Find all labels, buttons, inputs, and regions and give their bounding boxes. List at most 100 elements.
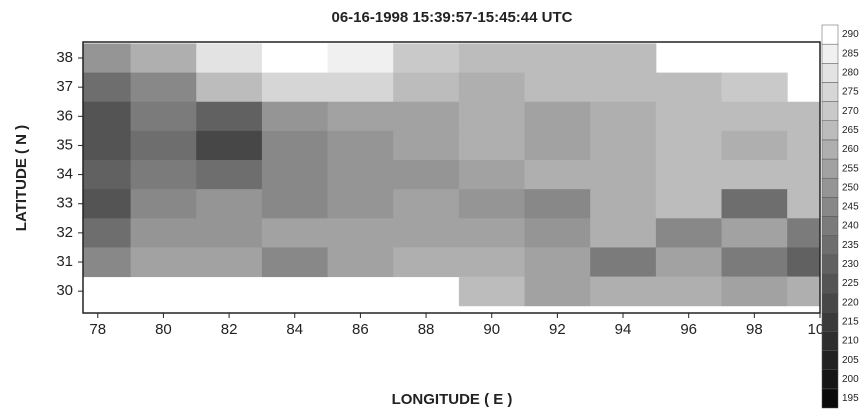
y-tick-label: 33: [56, 195, 73, 212]
colorbar-label: 225: [842, 278, 859, 289]
field-cell: [196, 43, 263, 74]
colorbar-label: 250: [842, 182, 859, 193]
colorbar-box: [821, 254, 839, 275]
field-cell: [721, 189, 788, 219]
x-tick-label: 82: [221, 321, 238, 338]
colorbar-box: [821, 82, 839, 102]
field-cell: [787, 189, 820, 219]
field-cell: [721, 130, 788, 161]
field-cell: [655, 247, 723, 278]
field-cell: [458, 218, 526, 248]
colorbar-label: 270: [842, 106, 859, 117]
y-tick-label: 32: [56, 224, 73, 241]
colorbar-label: 275: [842, 87, 859, 98]
field-cell: [721, 218, 788, 248]
colorbar-label: 260: [842, 144, 859, 155]
field-cell: [83, 247, 132, 278]
colorbar-label: 195: [842, 393, 859, 404]
field-cell: [590, 130, 657, 161]
x-tick-label: 88: [418, 321, 435, 338]
field-cell: [787, 218, 820, 248]
field-cell: [196, 160, 263, 190]
y-axis-label: LATITUDE ( N ): [13, 125, 30, 231]
field-cell: [196, 247, 263, 278]
field-cell: [393, 160, 460, 190]
field-cell: [590, 72, 657, 103]
y-tick-label: 38: [56, 49, 73, 66]
field-cell: [458, 160, 526, 190]
y-tick-label: 34: [56, 166, 73, 183]
x-axis-label: LONGITUDE ( E ): [392, 391, 513, 408]
colorbar-box: [821, 388, 839, 409]
plot-frame: [82, 41, 821, 314]
field-cell: [130, 160, 197, 190]
field-cell: [196, 130, 263, 161]
field-cell: [655, 189, 723, 219]
field-cell: [721, 101, 788, 132]
field-cell: [83, 160, 132, 190]
field-cell: [590, 276, 657, 307]
colorbar-label: 265: [842, 125, 859, 136]
field-cell: [327, 101, 394, 132]
colorbar-box: [821, 63, 839, 83]
field-cell: [261, 43, 329, 74]
field-cell: [787, 247, 820, 278]
colorbar-box: [821, 177, 839, 198]
x-tick-label: 92: [549, 321, 566, 338]
field-cell: [524, 247, 591, 278]
field-cell: [130, 247, 197, 278]
x-tick-label: 84: [286, 321, 303, 338]
colorbar-box: [821, 139, 839, 160]
field-cell: [261, 189, 329, 219]
colorbar-box: [821, 216, 839, 236]
field-cell: [196, 72, 263, 103]
field-cell: [524, 130, 591, 161]
field-cell: [327, 160, 394, 190]
colorbar-label: 290: [842, 29, 859, 40]
field-cell: [721, 160, 788, 190]
colorbar-box: [821, 101, 839, 121]
field-cell: [327, 189, 394, 219]
field-cell: [524, 218, 591, 248]
field-cell: [196, 189, 263, 219]
colorbar-label: 285: [842, 48, 859, 59]
colorbar-box: [821, 331, 839, 351]
field-cell: [524, 43, 591, 74]
field-cell: [130, 101, 197, 132]
colorbar-label: 245: [842, 202, 859, 213]
x-tick-label: 86: [352, 321, 369, 338]
field-cell: [327, 130, 394, 161]
field-cell: [655, 218, 723, 248]
x-tick-label: 78: [89, 321, 106, 338]
colorbar-label: 200: [842, 374, 859, 385]
colorbar-label: 230: [842, 259, 859, 270]
field-cell: [393, 101, 460, 132]
field-cell: [524, 189, 591, 219]
field-cell: [393, 130, 460, 161]
field-cell: [196, 218, 263, 248]
field-cell: [655, 72, 723, 103]
field-cell: [393, 43, 460, 74]
field: [83, 43, 820, 307]
field-cell: [787, 160, 820, 190]
field-cell: [458, 130, 526, 161]
field-cell: [590, 247, 657, 278]
colorbar-box: [821, 312, 839, 332]
field-cell: [393, 218, 460, 248]
field-cell: [458, 101, 526, 132]
field-cell: [130, 72, 197, 103]
field-cell: [721, 276, 788, 307]
field-cell: [83, 130, 132, 161]
field-cell: [721, 72, 788, 103]
field-cell: [590, 160, 657, 190]
field-cell: [787, 276, 820, 307]
field-cell: [130, 189, 197, 219]
field-cell: [787, 101, 820, 132]
field-cell: [524, 160, 591, 190]
colorbar-label: 210: [842, 336, 859, 347]
x-tick-label: 80: [155, 321, 172, 338]
colorbar-box: [821, 273, 839, 294]
field-cell: [721, 247, 788, 278]
